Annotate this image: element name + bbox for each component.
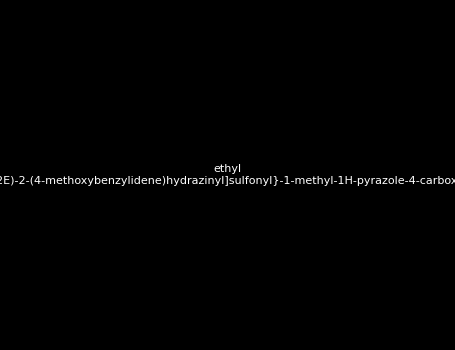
Text: ethyl 3-{[(2E)-2-(4-methoxybenzylidene)hydrazinyl]sulfonyl}-1-methyl-1H-pyrazole: ethyl 3-{[(2E)-2-(4-methoxybenzylidene)h…: [0, 164, 455, 186]
